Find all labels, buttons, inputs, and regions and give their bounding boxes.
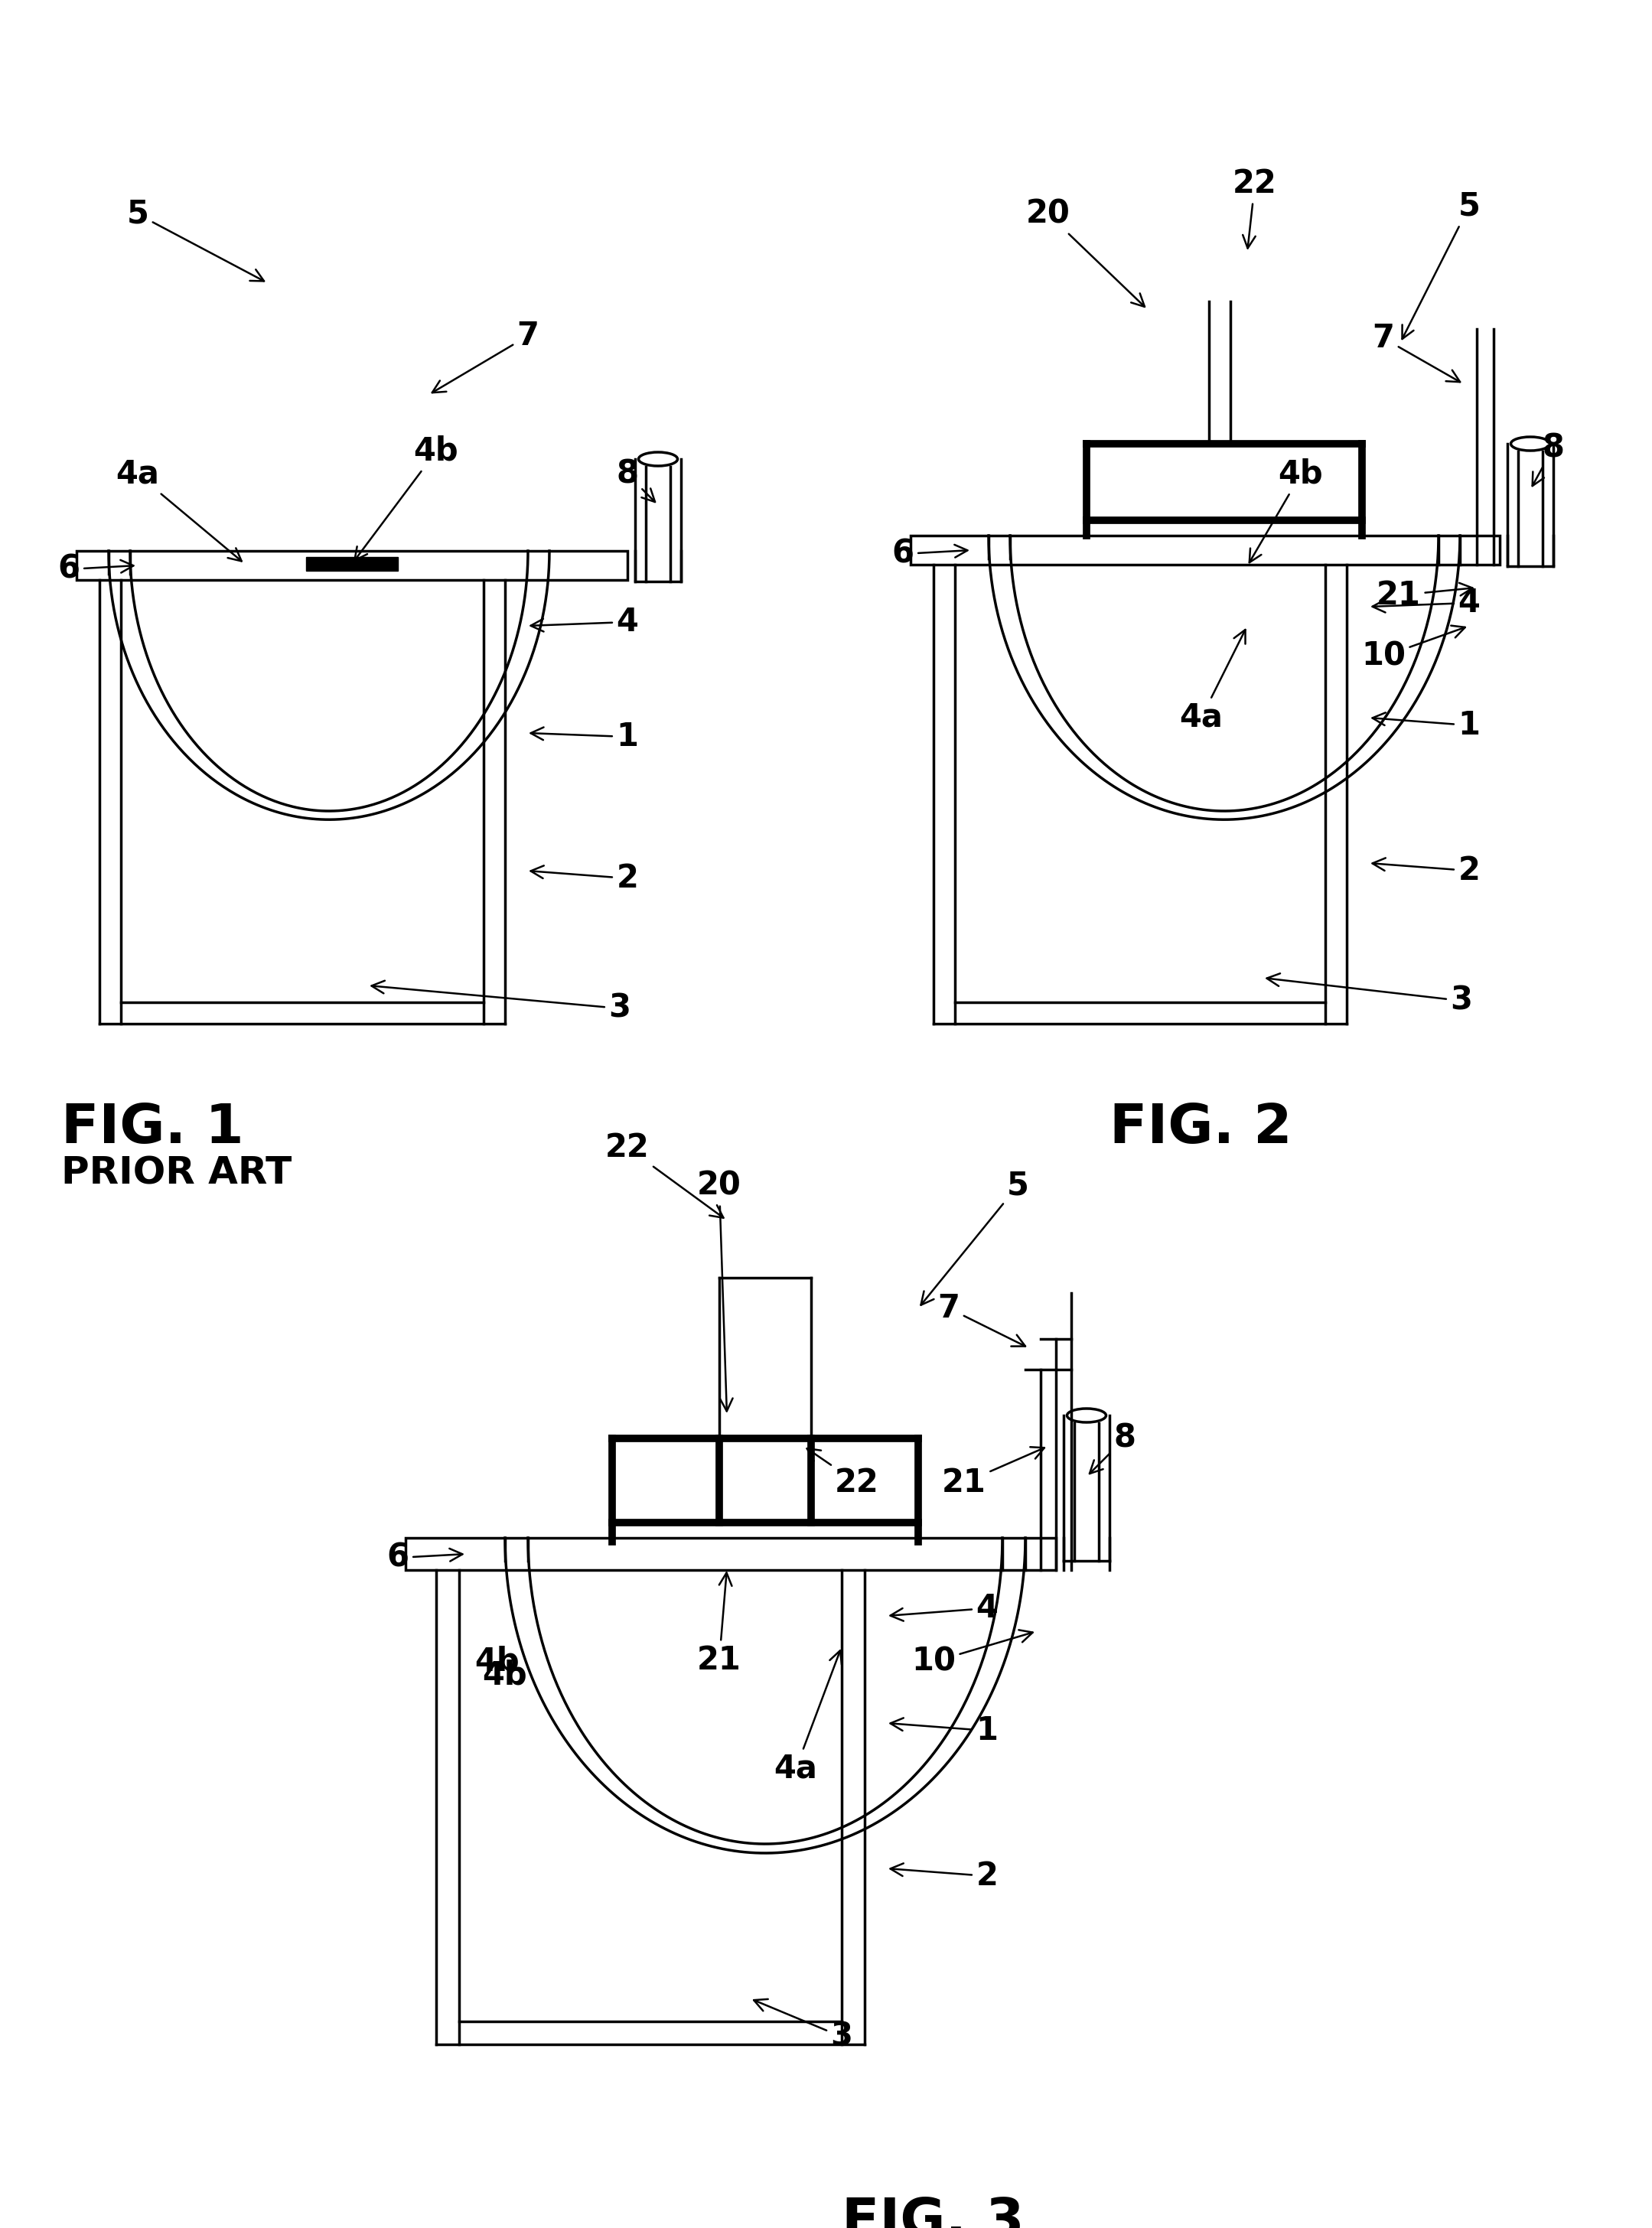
Text: 5: 5 [920,1170,1029,1306]
Ellipse shape [1512,437,1550,450]
Text: 10: 10 [1361,626,1465,673]
Text: 10: 10 [912,1631,1032,1678]
Text: 5: 5 [1403,192,1480,339]
Text: 7: 7 [938,1292,1026,1346]
Bar [910,535,1500,564]
Text: 2: 2 [890,1860,998,1892]
Text: 4b: 4b [482,1660,527,1691]
Text: 4: 4 [530,606,638,637]
Text: 6: 6 [58,553,134,586]
Text: 6: 6 [892,537,968,570]
Text: 2: 2 [1373,856,1480,887]
Text: 22: 22 [806,1448,879,1499]
Text: FIG. 2: FIG. 2 [1110,1103,1292,1154]
Text: 8: 8 [616,459,656,501]
Ellipse shape [639,452,677,466]
Text: 4: 4 [890,1593,998,1624]
Text: 1: 1 [530,720,639,753]
Text: 21: 21 [942,1446,1044,1499]
Text: 4: 4 [1373,586,1480,619]
Text: FIG. 3: FIG. 3 [841,2197,1024,2228]
Text: 7: 7 [433,321,539,392]
Text: 4a: 4a [775,1651,841,1785]
Text: 1: 1 [890,1716,998,1747]
Text: 22: 22 [1232,167,1277,247]
Text: 3: 3 [372,980,631,1025]
Bar [306,557,398,570]
Ellipse shape [1067,1408,1107,1421]
Text: 4b: 4b [355,434,459,561]
Bar [405,1537,1056,1571]
Text: 4b: 4b [1249,459,1323,561]
Text: 8: 8 [1090,1421,1137,1473]
Text: 21: 21 [1376,579,1472,610]
Text: 1: 1 [1373,709,1480,742]
Text: 5: 5 [127,198,264,281]
Text: 3: 3 [1267,974,1472,1016]
Text: 8: 8 [1533,432,1564,486]
Text: 20: 20 [1026,198,1145,307]
Text: 20: 20 [697,1170,742,1410]
Text: 21: 21 [697,1573,742,1675]
Text: 4a: 4a [116,459,241,561]
Text: 6: 6 [387,1542,463,1573]
Text: 2: 2 [530,862,638,893]
Bar [76,550,628,579]
Text: 4a: 4a [1180,631,1246,733]
Text: 3: 3 [753,1999,852,2052]
Text: PRIOR ART: PRIOR ART [61,1156,292,1192]
Text: FIG. 1: FIG. 1 [61,1103,244,1154]
Text: 4b: 4b [474,1646,520,1678]
Text: 22: 22 [605,1132,724,1219]
Text: 7: 7 [1373,323,1460,381]
